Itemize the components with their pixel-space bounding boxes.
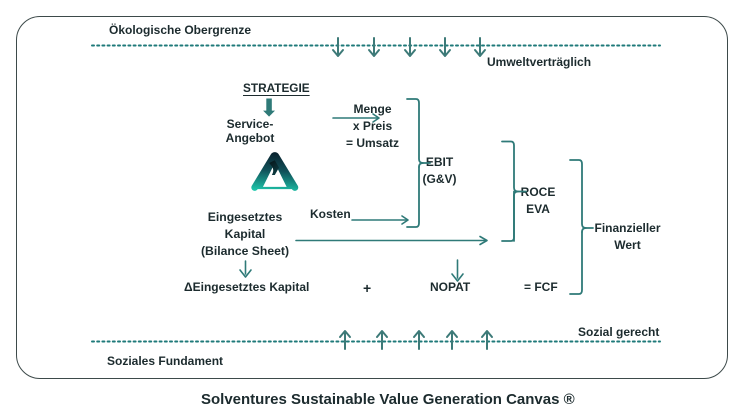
svg-text:⬇: ⬇ xyxy=(259,95,279,122)
